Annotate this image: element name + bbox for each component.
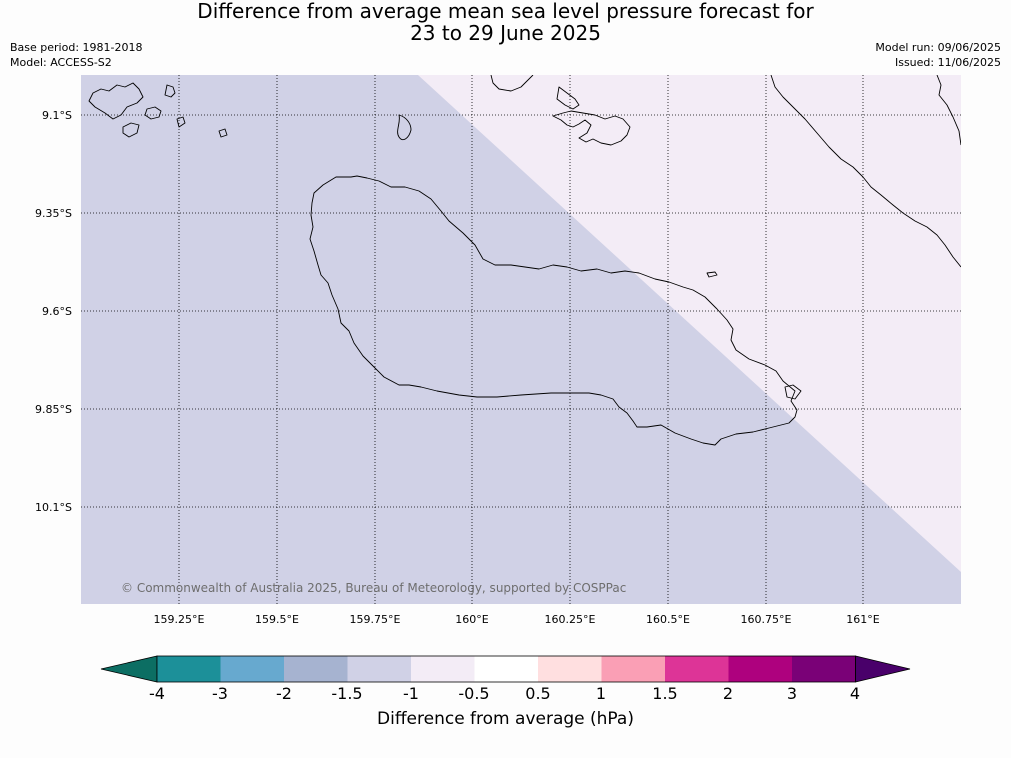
colorbar-tick-label: 1 [595,684,607,703]
colorbar-segment [411,656,475,682]
model-run-text: Model run: 09/06/2025 [875,41,1001,54]
colorbar-label: Difference from average (hPa) [377,709,634,729]
lat-label: 9.1°S [42,109,72,122]
lon-label: 159.25°E [153,613,205,626]
coastline-savo [397,114,412,141]
colorbar-segment [220,656,285,682]
coastlines [88,75,961,446]
meta-right: Model run: 09/06/2025 Issued: 11/06/2025 [875,40,1001,70]
coastline-florida-islands [552,110,631,146]
colorbar-tick-label: 3 [786,684,798,703]
colorbar-tick-label: -2 [276,684,292,703]
colorbar-segment [728,656,793,682]
colorbar-segment [538,656,602,682]
coastline-florida-north [490,75,534,92]
issued-text: Issued: 11/06/2025 [894,56,1001,69]
colorbar-extend-max [855,655,911,683]
colorbar [100,655,911,683]
coastline-malaita-upper [936,75,961,146]
colorbar-tick-label: -1 [403,684,419,703]
pressure-band-upper [418,75,961,572]
lat-label: 9.85°S [35,403,72,416]
coastline-nggela-north [556,86,580,110]
lat-label: 9.6°S [42,305,72,318]
coastline-russell-small-2 [144,106,162,120]
lon-label: 160.5°E [646,613,690,626]
gridlines [81,75,961,604]
coastline-malaita [770,75,961,268]
colorbar-segment [157,656,221,682]
colorbar-segment [665,656,729,682]
colorbar-tick-label: 4 [849,684,861,703]
coastline-islet-marau [784,384,802,400]
coastline-guadalcanal [309,175,798,446]
title-line-2: 23 to 29 June 2025 [410,21,601,45]
meta-left: Base period: 1981-2018 Model: ACCESS-S2 [10,40,142,70]
lon-label: 160.75°E [740,613,792,626]
colorbar-tick-label: 1.5 [652,684,678,703]
colorbar-tick-label: 2 [722,684,734,703]
colorbar-segment [601,656,666,682]
lon-label: 160°E [455,613,489,626]
coastline-russell-small-3 [164,84,176,98]
lat-label: 9.35°S [35,207,72,220]
colorbar-tick-label: 0.5 [525,684,551,703]
map-title: Difference from average mean sea level p… [0,0,1011,44]
lon-label: 160.25°E [544,613,596,626]
coastline-russell-small-4 [176,116,186,128]
coastline-russell-small-5 [218,128,228,138]
coastline-islet-sealark [706,271,718,278]
lon-label: 159.75°E [349,613,401,626]
colorbar-segment [474,656,539,682]
base-period-text: Base period: 1981-2018 [10,41,143,54]
lon-label: 159.5°E [255,613,299,626]
colorbar-segment [347,656,412,682]
coastline-russell-islands [88,82,144,120]
colorbar-tick-label: -0.5 [458,684,490,703]
map-panel [81,75,961,604]
coastline-russell-small-1 [122,122,140,138]
colorbar-segment [284,656,348,682]
lon-label: 161°E [846,613,880,626]
colorbar-tick-label: -4 [149,684,165,703]
colorbar-segment [792,656,856,682]
title-line-1: Difference from average mean sea level p… [197,0,814,23]
colorbar-extend-min [100,655,158,683]
copyright-notice: © Commonwealth of Australia 2025, Bureau… [121,581,627,595]
colorbar-tick-label: -3 [212,684,228,703]
model-text: Model: ACCESS-S2 [10,56,112,69]
lat-label: 10.1°S [35,501,72,514]
colorbar-outline [156,655,856,683]
colorbar-tick-label: -1.5 [331,684,363,703]
